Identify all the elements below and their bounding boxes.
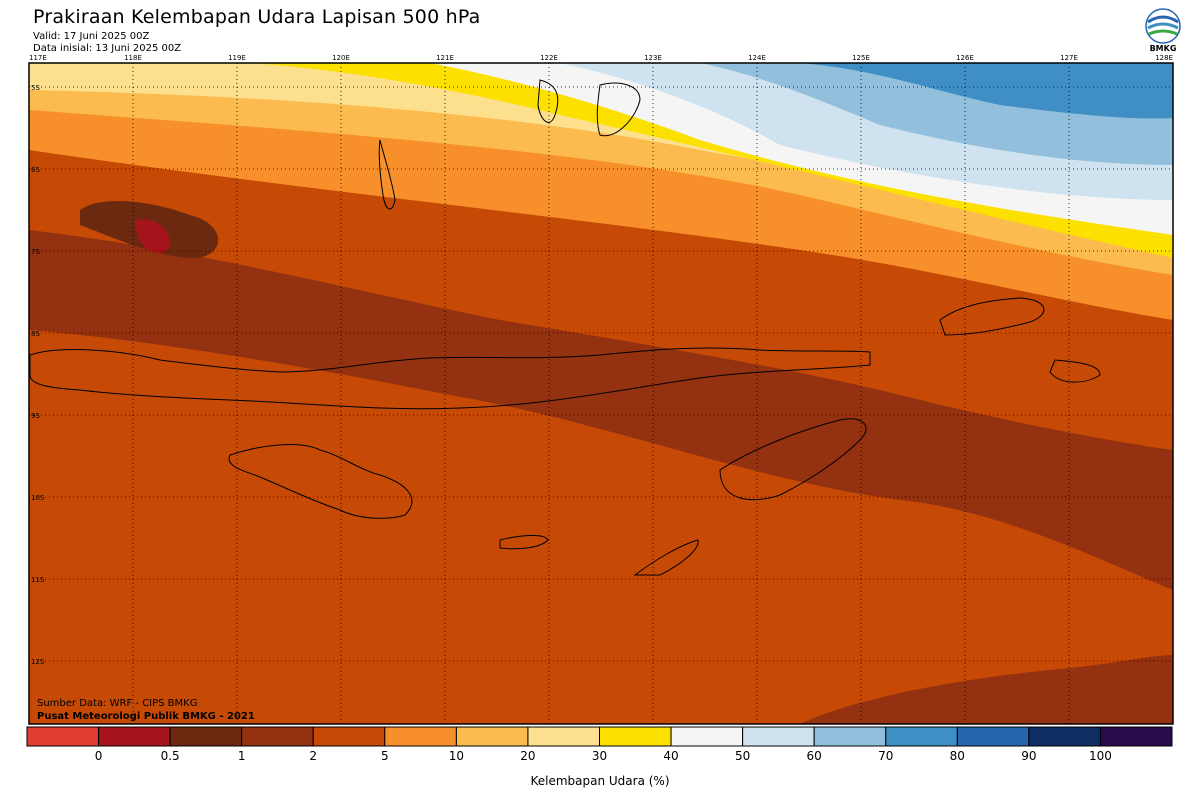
initial-data-time: Data inisial: 13 Juni 2025 00Z bbox=[33, 43, 182, 54]
latitude-label: 6S bbox=[31, 166, 40, 174]
legend-title: Kelembapan Udara (%) bbox=[530, 774, 670, 788]
longitude-label: 120E bbox=[332, 54, 350, 62]
map-frame bbox=[28, 62, 1174, 725]
valid-time: Valid: 17 Juni 2025 00Z bbox=[33, 31, 150, 42]
latitude-label: 11S bbox=[31, 576, 45, 584]
latitude-label: 8S bbox=[31, 330, 40, 338]
longitude-label: 119E bbox=[228, 54, 246, 62]
longitude-label: 127E bbox=[1060, 54, 1078, 62]
latitude-label: 12S bbox=[31, 658, 45, 666]
graticule bbox=[29, 63, 1173, 724]
longitude-label: 121E bbox=[436, 54, 454, 62]
longitude-label: 125E bbox=[852, 54, 870, 62]
longitude-label: 123E bbox=[644, 54, 662, 62]
coastlines bbox=[29, 79, 1101, 576]
bmkg-logo-icon bbox=[1145, 8, 1181, 44]
longitude-label: 118E bbox=[124, 54, 142, 62]
longitude-label: 126E bbox=[956, 54, 974, 62]
latitude-label: 7S bbox=[31, 248, 40, 256]
longitude-label: 124E bbox=[748, 54, 766, 62]
source-line-1: Sumber Data: WRF - CIPS BMKG bbox=[37, 698, 197, 709]
latitude-label: 5S bbox=[31, 84, 40, 92]
latitude-label: 10S bbox=[31, 494, 45, 502]
longitude-label: 122E bbox=[540, 54, 558, 62]
latitude-labels: 5S 6S 7S 8S 9S 10S 11S 12S bbox=[31, 84, 45, 666]
logo-text: BMKG bbox=[1149, 44, 1177, 53]
longitude-labels: 117E 118E 119E 120E 121E 122E 123E 124E 125E 126E… bbox=[29, 54, 1173, 62]
source-line-2: Pusat Meteorologi Publik BMKG - 2021 bbox=[37, 711, 255, 722]
longitude-label: 117E bbox=[29, 54, 47, 62]
longitude-label: 128E bbox=[1155, 54, 1173, 62]
map-title: Prakiraan Kelembapan Udara Lapisan 500 h… bbox=[33, 6, 481, 28]
latitude-label: 9S bbox=[31, 412, 40, 420]
